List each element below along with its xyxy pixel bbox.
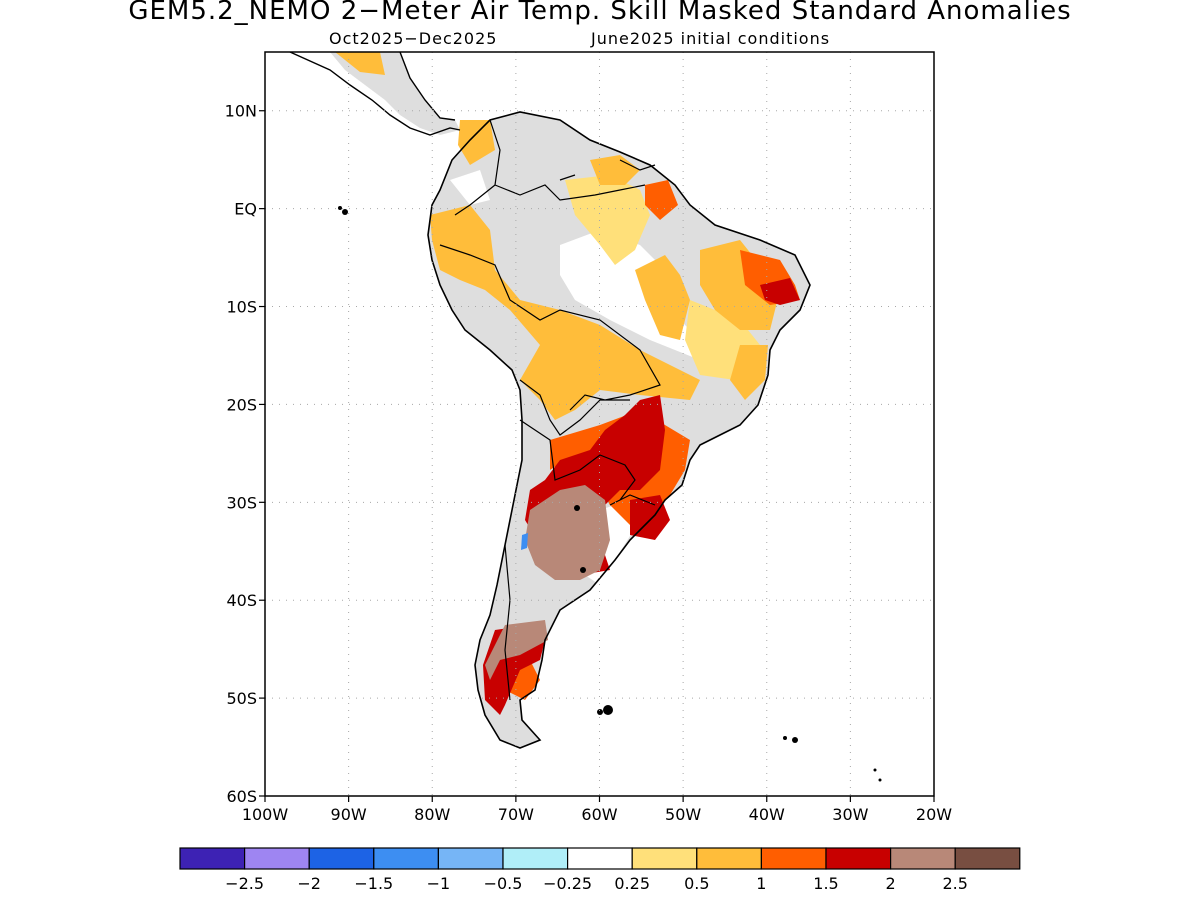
colorbar-label: −0.5: [484, 874, 523, 893]
colorbar-swatch: [631, 847, 698, 870]
lat-tick-label: 10N: [225, 102, 257, 121]
map-title: GEM5.2_NEMO 2−Meter Air Temp. Skill Mask…: [128, 0, 1072, 26]
forecast-period: Oct2025−Dec2025: [329, 29, 498, 48]
lat-tick-label: 10S: [226, 298, 257, 317]
lat-tick-label: EQ: [234, 200, 257, 219]
anomaly-zone-2.0: [485, 485, 610, 680]
anomaly-zone-0.5-east: [540, 335, 590, 405]
anomaly-zone-0.25: [565, 175, 760, 380]
colorbar: −2.5 −2 −1.5 −1 −0.5 −0.25 0.25 0.5 1 1.5 2 2.5: [179, 847, 1021, 893]
colorbar-label: 1.5: [813, 874, 838, 893]
lat-tick-label: 40S: [226, 591, 257, 610]
islands: [338, 206, 882, 782]
country-borders: [439, 119, 661, 701]
colorbar-swatch: [437, 847, 504, 870]
lat-tick-label: 60S: [226, 787, 257, 806]
grid-lines: [265, 52, 934, 796]
colorbar-swatch: [825, 847, 892, 870]
colorbar-swatch: [954, 847, 1021, 870]
lat-tick-label: 20S: [226, 395, 257, 414]
colorbar-swatch: [373, 847, 439, 870]
colorbar-label: 2.5: [942, 874, 967, 893]
colorbar-swatch: [696, 847, 762, 870]
blue-speck: [521, 533, 528, 550]
central-america-land: [330, 52, 460, 135]
lon-tick-label: 30W: [832, 805, 868, 824]
colorbar-label: −1: [427, 874, 451, 893]
anomaly-zone-1.5: [483, 278, 800, 715]
lon-tick-label: 90W: [331, 805, 367, 824]
colorbar-swatch: [179, 847, 246, 870]
colorbar-swatch: [889, 847, 956, 870]
colorbar-label: −2: [297, 874, 321, 893]
lon-tick-label: 100W: [242, 805, 289, 824]
colorbar-label: −2.5: [225, 874, 264, 893]
colorbar-label: 0.5: [684, 874, 709, 893]
lon-tick-label: 50W: [665, 805, 701, 824]
lon-tick-label: 20W: [916, 805, 952, 824]
lat-tick-label: 30S: [226, 493, 257, 512]
lon-tick-label: 80W: [414, 805, 450, 824]
colorbar-swatch: [502, 847, 569, 870]
coastline: [427, 111, 811, 749]
central-america-coast: [289, 52, 461, 136]
lon-tick-label: 60W: [581, 805, 617, 824]
colorbar-label: 0.25: [614, 874, 650, 893]
colorbar-swatch: [244, 847, 310, 870]
colorbar-label: −0.25: [543, 874, 592, 893]
longitude-labels: 100W 90W 80W 70W 60W 50W 40W 30W 20W: [242, 796, 952, 824]
latitude-labels: 10N EQ 10S 20S 30S 40S 50S 60S: [225, 102, 265, 806]
map-content: [289, 52, 882, 782]
colorbar-label: 2: [886, 874, 896, 893]
colorbar-label: 1: [756, 874, 766, 893]
colorbar-swatch: [760, 847, 827, 870]
colorbar-label: −1.5: [354, 874, 393, 893]
colorbar-swatch: [566, 847, 633, 870]
colorbar-swatch: [308, 847, 375, 870]
lat-tick-label: 50S: [226, 689, 257, 708]
lon-tick-label: 70W: [498, 805, 534, 824]
lon-tick-label: 40W: [749, 805, 785, 824]
anomaly-zone-0.5: [335, 52, 780, 420]
initial-conditions: June2025 initial conditions: [591, 29, 831, 48]
